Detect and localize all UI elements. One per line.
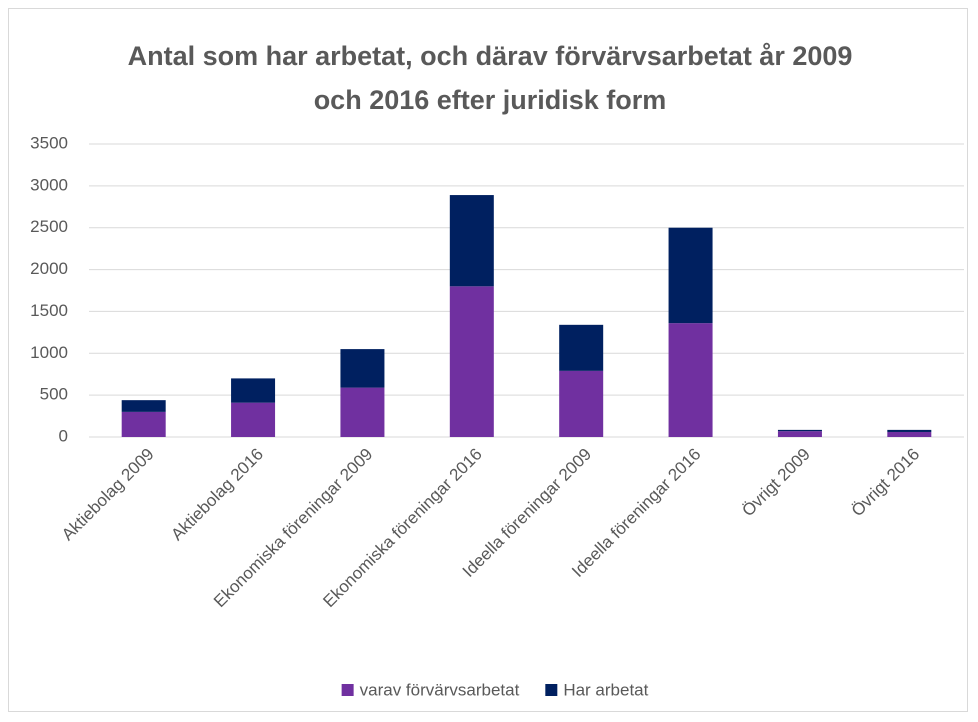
bar-segment <box>231 402 276 437</box>
legend-swatch <box>545 684 558 696</box>
y-tick-label: 1000 <box>30 343 68 362</box>
y-tick-label: 3000 <box>30 175 68 194</box>
bar-segment <box>559 370 604 437</box>
x-tick-label: Övrigt 2016 <box>848 445 924 521</box>
bar-segment <box>449 286 494 437</box>
x-tick-label: Aktiebolag 2009 <box>58 445 158 545</box>
bar-segment <box>121 400 166 412</box>
y-tick-label: 2000 <box>30 259 68 278</box>
bar-segment <box>668 227 713 324</box>
bar-segment <box>887 431 932 437</box>
y-tick-label: 2500 <box>30 217 68 236</box>
bar-segment <box>668 323 713 437</box>
x-tick-label: Ideella föreningar 2016 <box>568 445 704 581</box>
bar-segment <box>231 378 276 403</box>
bar-segment <box>340 349 385 388</box>
bar-segment <box>121 411 166 437</box>
y-tick-label: 3500 <box>30 133 68 152</box>
legend: varav förvärvsarbetat Har arbetat <box>341 680 649 699</box>
bar-segment <box>887 429 932 432</box>
y-tick-label: 0 <box>59 426 68 445</box>
legend-label: varav förvärvsarbetat <box>360 680 520 699</box>
bar-segment <box>777 429 822 432</box>
x-tick-label: Övrigt 2009 <box>738 445 814 521</box>
legend-label: Har arbetat <box>563 680 648 699</box>
chart-frame <box>8 8 968 712</box>
y-tick-label: 1500 <box>30 301 68 320</box>
bar-segment <box>559 324 604 371</box>
bar-segment <box>449 195 494 287</box>
x-tick-label: Aktiebolag 2016 <box>167 445 267 545</box>
bar-segment <box>340 387 385 437</box>
chart-title: Antal som har arbetat, och därav förvärv… <box>127 41 853 115</box>
legend-swatch <box>341 684 354 696</box>
y-tick-label: 500 <box>40 385 68 404</box>
bar-segment <box>777 431 822 437</box>
